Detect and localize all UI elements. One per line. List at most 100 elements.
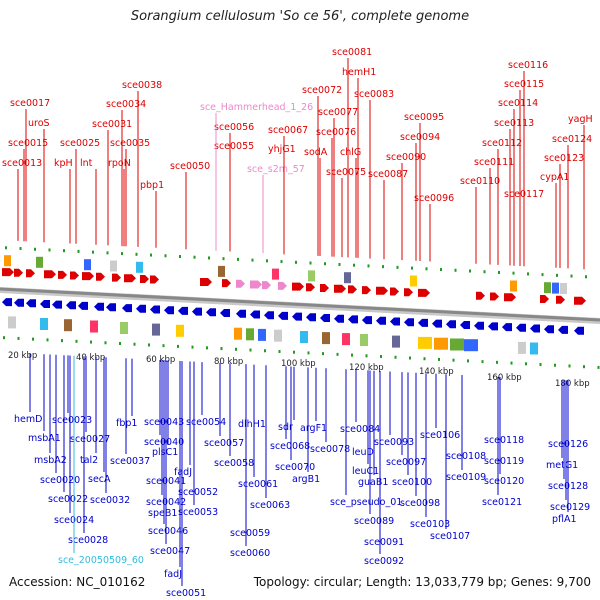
reverse-gene-arrow <box>66 301 76 310</box>
bottom-gene-label: sce0061 <box>238 479 278 490</box>
bottom-gene-label: leuD <box>352 447 374 458</box>
bottom-gene-label: sce0070 <box>275 462 315 473</box>
bottom-gene-label: sce0106 <box>420 430 460 441</box>
feature-block <box>8 316 16 329</box>
bottom-gene-label: sce0022 <box>48 494 88 505</box>
forward-gene-arrow <box>362 286 371 295</box>
bottom-gene-label: pflA1 <box>552 514 577 525</box>
bottom-gene-label: sce0089 <box>354 516 394 527</box>
reverse-gene-arrow <box>250 310 260 319</box>
top-feature-blocks <box>4 255 567 294</box>
feature-block <box>272 268 279 280</box>
top-gene-label: sce0081 <box>332 47 372 58</box>
bottom-gene-label: sce0059 <box>230 528 270 539</box>
reverse-gene-arrow <box>52 300 62 309</box>
accession-text: Accession: NC_010162 <box>9 575 146 589</box>
bottom-gene-label: sce_20050509_60 <box>58 555 144 566</box>
top-gene-label: sce0096 <box>414 193 454 204</box>
top-gene-label: sce0111 <box>474 157 514 168</box>
top-gene-label: yagH <box>568 114 593 125</box>
bottom-gene-label: sce0063 <box>250 500 290 511</box>
bottom-gene-label: sce0091 <box>364 537 404 548</box>
bottom-gene-label: sce0060 <box>230 548 270 559</box>
bottom-feature-blocks <box>8 316 538 355</box>
feature-block <box>40 318 48 330</box>
top-gene-label: sodA <box>304 147 328 158</box>
bottom-gene-label: metG1 <box>546 460 578 471</box>
bottom-gene-label: sce0053 <box>178 507 218 518</box>
forward-gene-arrow <box>540 295 549 303</box>
bottom-gene-label: sce0047 <box>150 546 190 557</box>
bottom-gene-label: sce0027 <box>70 434 110 445</box>
bottom-gene-label: sce0103 <box>410 519 450 530</box>
feature-block <box>152 323 160 336</box>
forward-gene-arrow <box>26 269 35 278</box>
forward-gene-arrow <box>58 270 67 279</box>
forward-gene-arrow <box>556 295 565 304</box>
reverse-gene-arrow <box>192 307 202 316</box>
top-label-layer: sce0013 sce0015 uroS sce0017 kpH lnt sce0025 sc… <box>2 47 593 270</box>
reverse-gene-arrow <box>264 311 274 320</box>
reverse-gene-arrow <box>26 299 36 308</box>
reverse-gene-arrow <box>502 323 512 332</box>
bottom-gene-label: tal2 <box>80 455 98 466</box>
reverse-gene-arrow <box>488 322 498 331</box>
bottom-gene-label: sce0084 <box>340 424 380 435</box>
top-gene-label: chlG <box>340 147 361 158</box>
feature-block <box>360 334 368 346</box>
forward-gene-arrow <box>476 291 485 300</box>
reverse-gene-arrow <box>320 314 330 322</box>
top-gene-label: sce0038 <box>122 80 162 91</box>
bottom-gene-label: sce0100 <box>392 477 432 488</box>
top-gene-label: sce0015 <box>8 138 48 149</box>
reverse-gene-arrow <box>136 304 146 313</box>
reverse-gene-arrow <box>306 313 316 322</box>
top-gene-label: sce0090 <box>386 152 426 163</box>
bottom-gene-label: dlhH1 <box>238 419 266 430</box>
reverse-gene-arrow <box>278 311 288 320</box>
bottom-gene-label: fadJ <box>174 467 192 478</box>
bottom-tick-row <box>3 336 600 369</box>
forward-gene-arrow <box>320 284 329 292</box>
reverse-gene-arrow <box>14 298 24 307</box>
top-gene-label: sce0034 <box>106 99 146 110</box>
scale-label: 80 kbp <box>214 357 243 367</box>
bottom-gene-label: msbA2 <box>34 455 67 466</box>
bottom-gene-label: speB1 <box>148 508 177 519</box>
top-gene-label: sce0077 <box>318 107 358 118</box>
feature-block <box>560 283 567 294</box>
scale-label: 180 kbp <box>555 379 590 389</box>
forward-gene-arrow <box>2 268 14 277</box>
bottom-gene-label: sce0046 <box>148 526 188 537</box>
top-gene-label: sce0013 <box>2 158 42 169</box>
reverse-gene-arrow <box>530 324 540 333</box>
forward-gene-arrow <box>44 270 56 279</box>
bottom-gene-label: hemD <box>14 414 42 425</box>
feature-block <box>110 260 117 272</box>
top-gene-label: sce0055 <box>214 141 254 152</box>
top-gene-label: sce0056 <box>214 122 254 133</box>
reverse-gene-arrow <box>376 316 386 325</box>
reverse-gene-arrow <box>516 323 526 332</box>
reverse-gene-arrow <box>220 309 230 317</box>
feature-block <box>64 319 72 332</box>
top-gene-label: pbp1 <box>140 180 164 191</box>
top-gene-label: sce0112 <box>482 138 522 149</box>
reverse-gene-arrow <box>544 325 554 334</box>
bottom-gene-label: sce0118 <box>484 435 524 446</box>
bottom-gene-label: argB1 <box>292 474 320 485</box>
bottom-gene-label: leuC1 <box>352 466 379 477</box>
top-gene-label: sce_Hammerhead_1_26 <box>200 102 313 113</box>
top-gene-label: sce0117 <box>504 189 544 200</box>
reverse-gene-arrow <box>122 304 132 313</box>
top-gene-label: sce0095 <box>404 112 444 123</box>
bottom-gene-label: sce0129 <box>550 502 590 513</box>
top-gene-label: hemH1 <box>342 67 376 78</box>
feature-block <box>120 322 128 334</box>
bottom-gene-label: sce0020 <box>40 475 80 486</box>
feature-block <box>450 338 464 351</box>
forward-gene-arrow <box>96 272 105 281</box>
feature-block <box>418 336 432 349</box>
top-gene-label: sce0072 <box>302 85 342 96</box>
top-gene-label: sce0083 <box>354 89 394 100</box>
